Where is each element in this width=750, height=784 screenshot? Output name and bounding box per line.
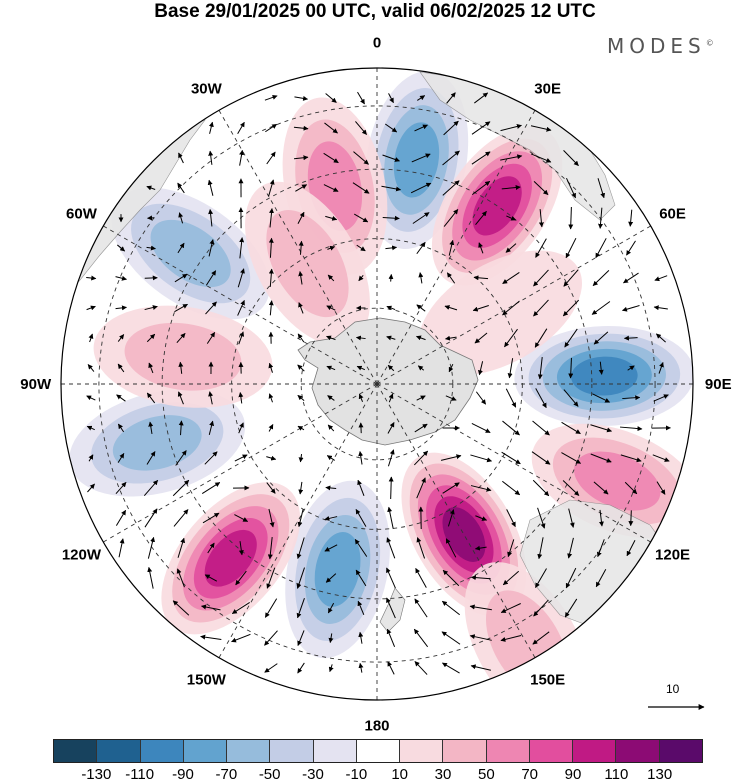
longitude-label: 150E	[530, 672, 565, 689]
longitude-label: 180	[364, 717, 389, 734]
colorbar-ticks: -130 -110 -90 -70 -50 -30 -10 10 30 50 70 90 110 130	[0, 766, 750, 784]
colorbar-segment	[530, 739, 573, 763]
longitude-label: 60E	[659, 205, 686, 222]
longitude-label: 150W	[187, 672, 227, 689]
longitude-label: 30E	[534, 80, 561, 97]
colorbar-segment	[487, 739, 530, 763]
colorbar-segment	[270, 739, 313, 763]
longitude-label: 0	[373, 35, 381, 52]
longitude-label: 90W	[20, 376, 52, 393]
colorbar-tick-label: -30	[302, 766, 324, 783]
wind-arrow	[624, 338, 637, 339]
colorbar-segment	[141, 739, 184, 763]
wind-arrow	[391, 477, 392, 499]
colorbar-segment	[400, 739, 443, 763]
colorbar-tick-label: 90	[565, 766, 582, 783]
longitude-label: 120W	[62, 547, 102, 564]
wind-arrow	[631, 510, 632, 525]
colorbar-segment	[616, 739, 659, 763]
colorbar-segment	[314, 739, 357, 763]
colorbar-tick-label: -50	[259, 766, 281, 783]
colorbar-segment	[227, 739, 270, 763]
longitude-label: 30W	[191, 80, 223, 97]
colorbar-segment	[357, 739, 400, 763]
colorbar-tick-label: 50	[478, 766, 495, 783]
longitude-label: 90E	[705, 376, 732, 393]
colorbar	[53, 739, 703, 763]
colorbar-tick-label: 110	[604, 766, 628, 783]
longitude-label: 120E	[655, 547, 690, 564]
colorbar-tick-label: -130	[81, 766, 111, 783]
colorbar-segment	[184, 739, 227, 763]
colorbar-segment	[443, 739, 486, 763]
colorbar-segment	[573, 739, 616, 763]
reference-vector-label: 10	[666, 682, 679, 696]
colorbar-tick-label: -110	[125, 766, 154, 783]
colorbar-tick-label: -10	[345, 766, 367, 783]
colorbar-tick-label: -90	[172, 766, 194, 783]
colorbar-tick-label: 30	[435, 766, 452, 783]
colorbar-tick-label: -70	[215, 766, 237, 783]
colorbar-segment	[660, 739, 703, 763]
longitude-label: 60W	[66, 205, 98, 222]
wind-arrow	[391, 274, 392, 281]
colorbar-tick-label: 70	[521, 766, 538, 783]
colorbar-tick-label: 10	[391, 766, 408, 783]
colorbar-tick-label: 130	[647, 766, 672, 783]
colorbar-segment	[53, 739, 97, 763]
colorbar-segment	[97, 739, 140, 763]
